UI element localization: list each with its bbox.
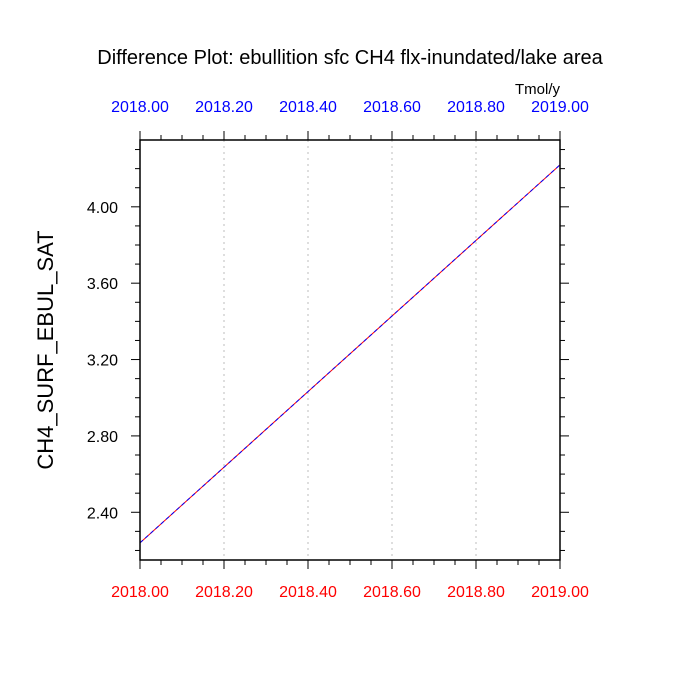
x-tick-label-top: 2018.40 — [279, 99, 337, 116]
y-tick-label: 3.60 — [87, 276, 118, 293]
x-tick-label-bottom: 2018.20 — [195, 584, 253, 601]
x-tick-label-bottom: 2019.00 — [531, 584, 589, 601]
series-line — [139, 164, 561, 544]
x-tick-label-top: 2018.60 — [363, 99, 421, 116]
x-tick-label-bottom: 2018.00 — [111, 584, 169, 601]
chart-title: Difference Plot: ebullition sfc CH4 flx-… — [97, 47, 603, 69]
x-tick-label-top: 2018.00 — [111, 99, 169, 116]
x-tick-label-top: 2019.00 — [531, 99, 589, 116]
series-group — [139, 164, 561, 544]
x-tick-label-top: 2018.20 — [195, 99, 253, 116]
plot-frame — [139, 139, 561, 561]
units-label: Tmol/y — [515, 81, 561, 98]
y-tick-label: 2.80 — [87, 429, 118, 446]
y-tick-label: 2.40 — [87, 505, 118, 522]
x-tick-label-bottom: 2018.60 — [363, 584, 421, 601]
y-axis-label: CH4_SURF_EBUL_SAT — [33, 230, 58, 469]
y-tick-label: 4.00 — [87, 200, 118, 217]
x-tick-label-bottom: 2018.80 — [447, 584, 505, 601]
y-tick-label: 3.20 — [87, 353, 118, 370]
tick-labels: 2018.00 2018.00 2018.20 2018.20 2018.40 2018.… — [87, 99, 589, 601]
ticks — [131, 131, 569, 569]
x-tick-label-top: 2018.80 — [447, 99, 505, 116]
x-tick-label-bottom: 2018.40 — [279, 584, 337, 601]
grid — [223, 140, 477, 560]
